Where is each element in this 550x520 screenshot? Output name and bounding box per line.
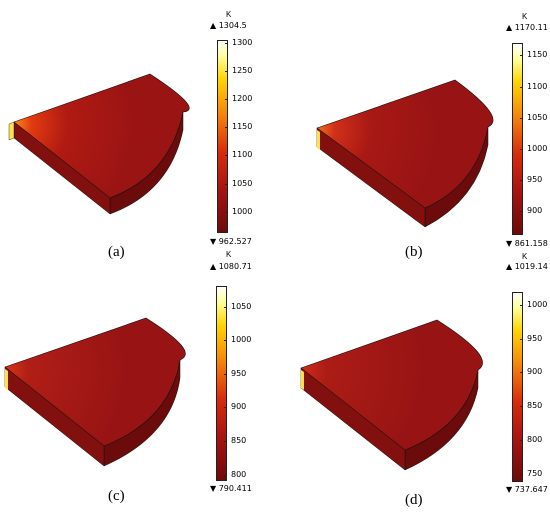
tick-mark xyxy=(224,407,227,409)
tick-label: 1300 xyxy=(232,37,253,47)
min-label: ▼ 737.647 xyxy=(506,485,548,494)
tick-mark xyxy=(520,338,523,340)
tick-label: 950 xyxy=(527,333,543,343)
tick-mark xyxy=(520,148,523,150)
tick-label: 1150 xyxy=(232,122,253,132)
color-bar xyxy=(216,286,227,481)
model-d xyxy=(300,319,483,471)
tick-label: 800 xyxy=(527,434,543,444)
tick-mark xyxy=(224,340,227,342)
tick-label: 950 xyxy=(231,368,247,378)
tick-mark xyxy=(224,373,227,375)
caption: (b) xyxy=(405,244,423,260)
tick-label: 850 xyxy=(527,401,543,411)
tick-label: 900 xyxy=(527,205,543,215)
tick-label: 900 xyxy=(527,367,543,377)
tick-mark xyxy=(520,117,523,119)
panel-a: K ▲ 1304.5 1300 1250 1200 1150 1100 1050 1000 … xyxy=(0,0,275,260)
panel-b: K ▲ 1170.11 1150 1100 1050 1000 950 900 ▼ 861… xyxy=(275,0,550,260)
tick-label: 950 xyxy=(527,174,543,184)
min-label: ▼ 790.411 xyxy=(210,484,252,493)
tick-label: 1100 xyxy=(527,81,548,91)
tick-mark xyxy=(520,372,523,374)
tick-label: 1050 xyxy=(527,112,548,122)
caption: (d) xyxy=(405,492,423,508)
color-bar xyxy=(512,43,523,235)
model-a xyxy=(8,73,190,215)
panel-c: K ▲ 1080.71 1050 1000 950 900 850 800 ▼ 790.4… xyxy=(0,250,275,520)
caption: (a) xyxy=(108,244,125,260)
tick-label: 750 xyxy=(527,468,543,478)
tick-mark xyxy=(225,155,228,157)
tick-mark xyxy=(224,474,227,476)
tick-label: 850 xyxy=(231,435,247,445)
unit-label: K xyxy=(522,252,528,261)
tick-mark xyxy=(520,406,523,408)
tick-mark xyxy=(225,70,228,72)
color-bar xyxy=(217,40,228,233)
tick-mark xyxy=(520,473,523,475)
tick-label: 1050 xyxy=(231,301,252,311)
caption: (c) xyxy=(108,488,125,504)
model-c xyxy=(4,317,186,467)
panel-d: K ▲ 1019.14 1000 950 900 850 800 750 ▼ 737.64… xyxy=(275,252,550,520)
max-label: ▲ 1019.14 xyxy=(506,262,548,271)
tick-mark xyxy=(225,98,228,100)
max-label: ▲ 1170.11 xyxy=(506,23,548,32)
tick-mark xyxy=(225,127,228,129)
model-b xyxy=(316,79,494,228)
model-top-face xyxy=(300,319,483,451)
tick-mark xyxy=(224,440,227,442)
tick-label: 1200 xyxy=(232,93,253,103)
tick-mark xyxy=(225,183,228,185)
tick-mark xyxy=(520,304,523,306)
max-label: ▲ 1080.71 xyxy=(210,262,252,271)
tick-mark xyxy=(224,306,227,308)
model-top-face xyxy=(13,73,190,199)
model-top-face xyxy=(316,79,494,209)
tick-mark xyxy=(520,179,523,181)
tick-mark xyxy=(225,42,228,44)
model-hotspot xyxy=(301,370,304,390)
tick-mark xyxy=(520,55,523,57)
model-top-face xyxy=(4,317,186,447)
tick-mark xyxy=(520,439,523,441)
min-label: ▼ 962.527 xyxy=(210,237,252,246)
model-hotspot xyxy=(8,121,15,141)
tick-label: 800 xyxy=(231,469,247,479)
unit-label: K xyxy=(226,10,232,19)
tick-label: 1050 xyxy=(232,178,253,188)
color-bar xyxy=(512,292,523,482)
max-label: ▲ 1304.5 xyxy=(210,21,247,30)
tick-label: 1000 xyxy=(527,143,548,153)
unit-label: K xyxy=(522,12,528,21)
tick-label: 1150 xyxy=(527,50,548,60)
tick-label: 1100 xyxy=(232,150,253,160)
tick-mark xyxy=(225,211,228,213)
unit-label: K xyxy=(226,250,232,259)
min-label: ▼ 861.158 xyxy=(506,239,548,248)
tick-label: 900 xyxy=(231,402,247,412)
tick-mark xyxy=(520,86,523,88)
model-hotspot xyxy=(317,130,320,150)
tick-label: 1000 xyxy=(527,299,548,309)
tick-label: 1250 xyxy=(232,65,253,75)
tick-label: 1000 xyxy=(231,335,252,345)
tick-label: 1000 xyxy=(232,206,253,216)
model-hotspot xyxy=(5,369,8,390)
tick-mark xyxy=(520,210,523,212)
